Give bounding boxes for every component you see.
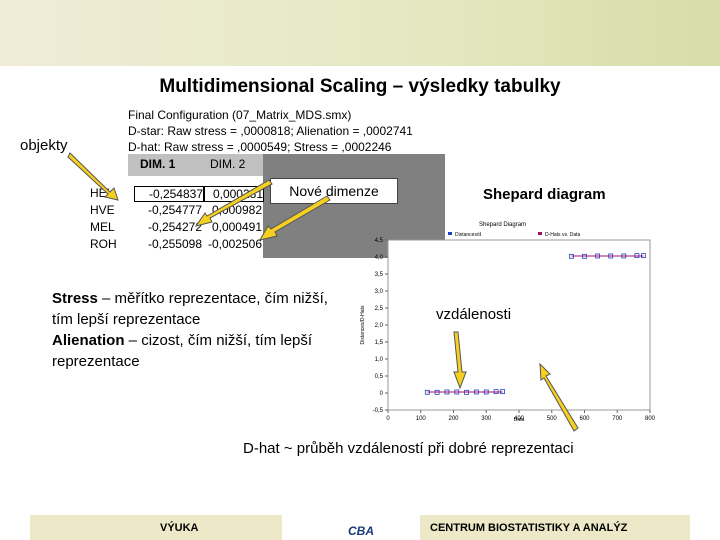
y-tick-label: 0 [380, 391, 384, 397]
x-tick-label: 0 [386, 416, 390, 422]
y-tick-label: 1,5 [375, 340, 384, 346]
arrow [258, 195, 331, 241]
y-tick-label: 3,0 [375, 289, 384, 295]
x-axis-label: Data [514, 417, 525, 423]
info-line: D-hat: Raw stress = ,0000549; Stress = ,… [128, 140, 392, 154]
y-tick-label: 3,5 [375, 272, 384, 278]
x-tick-label: 200 [448, 416, 459, 422]
info-line: D-star: Raw stress = ,0000818; Alienatio… [128, 124, 413, 138]
y-tick-label: 4,5 [375, 238, 384, 244]
y-tick-label: 0,5 [375, 374, 384, 380]
row-label: MEL [90, 220, 115, 234]
info-line: Final Configuration (07_Matrix_MDS.smx) [128, 108, 352, 122]
x-tick-label: 600 [579, 416, 590, 422]
table-cell: -0,255098 [147, 237, 202, 251]
legend-label: D-Hats vs. Data [545, 232, 581, 238]
notes: Stress – měřítko reprezentace, čím nižší… [52, 288, 342, 372]
arrow [67, 152, 119, 201]
header-cell: DIM. 1 [140, 157, 176, 171]
dhat-note: D-hat ~ průběh vzdáleností při dobré rep… [243, 440, 574, 457]
x-tick-label: 400 [514, 416, 525, 422]
top-band [0, 0, 720, 66]
x-tick-label: 700 [612, 416, 623, 422]
shepard-chart: Shepard Diagram Distances/d D-Hats vs. Dat… [360, 222, 656, 423]
legend-swatch [538, 232, 542, 235]
x-tick-label: 500 [547, 416, 558, 422]
legend-label: Distances/d [455, 232, 481, 238]
footer-right [420, 515, 690, 540]
arrow [539, 362, 579, 432]
note-text: – měřítko reprezentace, čím nižší, tím l… [52, 290, 328, 328]
x-tick-label: 100 [416, 416, 427, 422]
header-cell: DIM. 2 [210, 157, 246, 171]
y-tick-label: 4,0 [375, 255, 384, 261]
table-cell: -0,254777 [147, 203, 202, 217]
y-tick-label: 2,5 [375, 306, 384, 312]
label-objekty: objekty [20, 137, 68, 154]
arrow [194, 179, 273, 227]
table-cell: -0,002506 [207, 237, 262, 251]
label-vzdalenosti: vzdálenosti [436, 306, 512, 323]
table-cell: -0,254272 [147, 220, 202, 234]
logo: CBA [348, 524, 374, 538]
callout: Nové dimenze [270, 178, 398, 204]
x-tick-label: 800 [645, 416, 656, 422]
header-bg [128, 154, 263, 176]
slide-title: Multidimensional Scaling – výsledky tabu… [159, 76, 561, 97]
note-term: Stress [52, 290, 98, 307]
footer-left [30, 515, 282, 540]
shepard-heading: Shepard diagram [483, 186, 606, 203]
row-label: HVE [90, 203, 115, 217]
table-cell: -0,254837 [134, 186, 204, 202]
line [427, 255, 644, 393]
note-term: Alienation [52, 332, 125, 349]
row-label: ROH [90, 237, 117, 251]
y-tick-label: 1,0 [375, 357, 384, 363]
y-tick-label: -0,5 [373, 408, 384, 414]
y-axis-label: Distances/D-Hats [360, 305, 366, 344]
chart-title: Shepard Diagram [479, 222, 526, 228]
footer-right-text: CENTRUM BIOSTATISTIKY A ANALÝZ [430, 522, 628, 534]
y-tick-label: 2,0 [375, 323, 384, 329]
table-cell: 0,000491 [211, 220, 262, 234]
legend-swatch [448, 232, 452, 235]
plot-area [387, 239, 651, 411]
arrow [453, 331, 467, 390]
footer-left-text: VÝUKA [160, 522, 199, 534]
x-tick-label: 300 [481, 416, 492, 422]
note-text: – cizost, čím nižší, tím lepší reprezent… [52, 332, 313, 370]
